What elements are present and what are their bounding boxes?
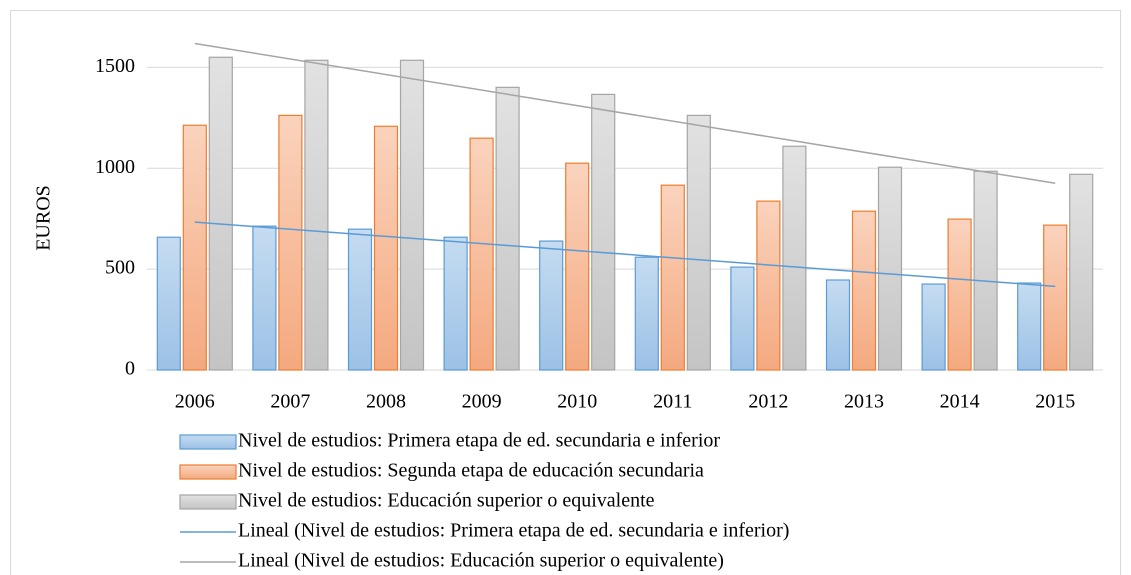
x-tick-label: 2014 bbox=[940, 391, 980, 413]
bar bbox=[495, 86, 520, 371]
trend-line bbox=[194, 42, 1056, 185]
bar bbox=[565, 162, 590, 371]
x-tick-label: 2013 bbox=[844, 391, 884, 413]
bar bbox=[304, 59, 329, 371]
bar bbox=[1043, 224, 1068, 371]
legend-swatch bbox=[179, 464, 237, 480]
bar bbox=[921, 283, 946, 371]
legend-swatch bbox=[179, 494, 237, 510]
x-tick-label: 2006 bbox=[175, 391, 215, 413]
bar bbox=[1069, 173, 1094, 371]
bar bbox=[851, 210, 877, 371]
bar bbox=[634, 256, 659, 371]
x-tick-label: 2015 bbox=[1035, 391, 1075, 413]
bar bbox=[347, 228, 373, 371]
x-tick-label: 2008 bbox=[366, 391, 406, 413]
bar bbox=[539, 240, 564, 371]
y-axis-label: EUROS bbox=[33, 185, 55, 251]
bar bbox=[156, 236, 181, 371]
y-tick-label: 1000 bbox=[95, 156, 135, 178]
legend-label: Lineal (Nivel de estudios: Primera etapa… bbox=[238, 520, 789, 542]
legend-label: Nivel de estudios: Segunda etapa de educ… bbox=[238, 460, 704, 482]
bar bbox=[443, 236, 468, 371]
x-tick-label: 2012 bbox=[748, 391, 788, 413]
legend-label: Nivel de estudios: Primera etapa de ed. … bbox=[238, 430, 720, 452]
bar bbox=[182, 124, 207, 371]
bar bbox=[877, 166, 903, 371]
x-tick-label: 2007 bbox=[270, 391, 310, 413]
y-tick-label: 0 bbox=[125, 358, 135, 380]
bar bbox=[686, 114, 711, 371]
bar bbox=[1017, 282, 1042, 371]
legend-swatch bbox=[179, 434, 237, 450]
bar bbox=[660, 184, 685, 371]
y-tick-label: 500 bbox=[105, 257, 135, 279]
bar bbox=[756, 200, 781, 371]
bar bbox=[730, 266, 755, 371]
bar bbox=[208, 56, 233, 371]
bar bbox=[373, 125, 399, 371]
x-tick-label: 2011 bbox=[653, 391, 692, 413]
bar bbox=[973, 170, 998, 371]
bar bbox=[252, 225, 277, 371]
bar bbox=[278, 114, 303, 371]
trend-line bbox=[194, 221, 1056, 288]
bar bbox=[399, 59, 425, 371]
y-tick-label: 1500 bbox=[95, 55, 135, 77]
legend-label: Nivel de estudios: Educación superior o … bbox=[238, 490, 655, 512]
bar bbox=[782, 145, 807, 371]
chart-frame bbox=[10, 10, 1121, 575]
legend-label: Lineal (Nivel de estudios: Educación sup… bbox=[238, 550, 724, 572]
x-tick-label: 2009 bbox=[462, 391, 502, 413]
bar bbox=[825, 279, 851, 371]
bar bbox=[947, 218, 972, 371]
bar bbox=[591, 93, 616, 371]
bar bbox=[469, 137, 494, 371]
x-tick-label: 2010 bbox=[557, 391, 597, 413]
